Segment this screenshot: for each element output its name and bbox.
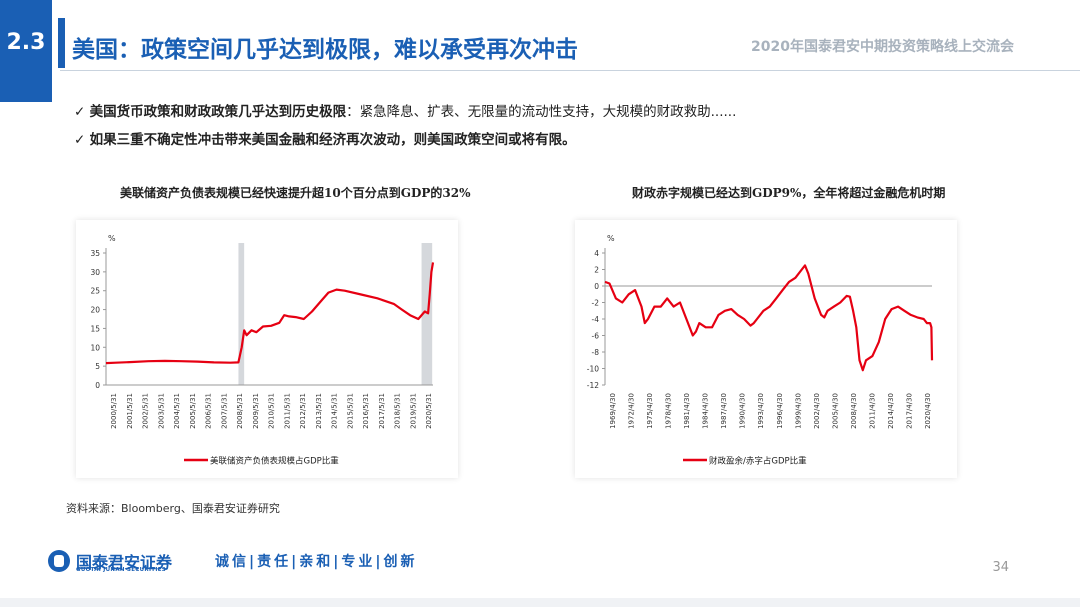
x-tick-label: 2015/5/31 <box>346 393 354 429</box>
x-tick-label: 2007/5/31 <box>220 393 228 429</box>
x-tick-label: 2020/4/30 <box>924 393 932 429</box>
x-tick-label: 2017/5/31 <box>378 393 386 429</box>
x-tick-label: 2018/5/31 <box>394 393 402 429</box>
chart-1-title: 美联储资产负债表规模已经快速提升超10个百分点到GDP的32% <box>120 186 471 200</box>
chart-2-panel: % -12 -10 -8 -6 -4 -2 0 2 4 1969/4/30 1972/4/30 1975… <box>575 220 957 478</box>
x-tick-label: 2008/4/30 <box>850 393 858 429</box>
source-note: 资料来源：Bloomberg、国泰君安证券研究 <box>66 502 280 515</box>
x-tick-label: 2001/5/31 <box>126 393 134 429</box>
chart-2-svg: % -12 -10 -8 -6 -4 -2 0 2 4 1969/4/30 1972/4/30 1975… <box>587 234 934 467</box>
series-line <box>604 264 934 372</box>
x-tick-label: 2013/5/31 <box>315 393 323 429</box>
y-tick-label: 30 <box>90 268 100 277</box>
x-tick-label: 2005/4/30 <box>831 393 839 429</box>
y-tick-label: 0 <box>95 381 100 390</box>
y-tick-label: -2 <box>592 299 600 308</box>
x-tick-label: 2014/5/31 <box>331 393 339 429</box>
x-tick-label: 2006/5/31 <box>205 393 213 429</box>
title-accent-bar <box>58 18 65 68</box>
x-tick-label: 1984/4/30 <box>702 393 710 429</box>
x-tick-label: 2012/5/31 <box>299 393 307 429</box>
brand-logo-inner <box>54 555 64 567</box>
y-tick-label: 2 <box>594 266 599 275</box>
x-tick-label: 2020/5/31 <box>425 393 433 429</box>
recession-shade <box>421 243 433 385</box>
x-tick-label: 2017/4/30 <box>905 393 913 429</box>
x-tick-label: 1978/4/30 <box>665 393 673 429</box>
x-tick-label: 1969/4/30 <box>609 393 617 429</box>
y-tick-label: -12 <box>587 381 599 390</box>
brand-name-en: GUOTAI JUNAN SECURITIES <box>76 567 167 573</box>
x-tick-label: 1999/4/30 <box>794 393 802 429</box>
x-tick-label: 1987/4/30 <box>720 393 728 429</box>
y-tick-label: 25 <box>90 287 100 296</box>
brand-name: 国泰君安证券 <box>76 553 173 572</box>
y-tick-label: -4 <box>592 315 600 324</box>
y-tick-label: 4 <box>594 249 599 258</box>
x-tick-label: 2016/5/31 <box>362 393 370 429</box>
bullet-2: ✓ 如果三重不确定性冲击带来美国金融和经济再次波动，则美国政策空间或将有限。 <box>74 128 576 148</box>
x-tick-label: 1996/4/30 <box>776 393 784 429</box>
x-tick-label: 1993/4/30 <box>757 393 765 429</box>
y-unit-label: % <box>108 234 116 243</box>
x-tick-label: 1975/4/30 <box>646 393 654 429</box>
bullet-1: ✓ 美国货币政策和财政政策几乎达到历史极限：紧急降息、扩表、无限量的流动性支持，… <box>74 100 736 120</box>
y-tick-label: 15 <box>90 324 100 333</box>
chart-1-svg: % 0 5 10 15 20 25 30 35 2000/5/31 2001/5/31 2002/5/… <box>90 234 435 467</box>
x-tick-label: 2002/4/30 <box>813 393 821 429</box>
x-tick-label: 2014/4/30 <box>887 393 895 429</box>
y-tick-label: 35 <box>90 249 100 258</box>
footer-strip <box>0 598 1080 607</box>
x-tick-label: 1972/4/30 <box>628 393 636 429</box>
x-tick-label: 2011/4/30 <box>868 393 876 429</box>
legend-label: 美联储资产负债表规模占GDP比重 <box>210 456 339 467</box>
chart-1-panel: % 0 5 10 15 20 25 30 35 2000/5/31 2001/5/31 2002/5/… <box>76 220 458 478</box>
series-line <box>105 262 435 365</box>
event-name: 2020年国泰君安中期投资策略线上交流会 <box>751 39 1014 55</box>
x-tick-label: 2019/5/31 <box>409 393 417 429</box>
check-icon: ✓ <box>74 104 86 120</box>
x-tick-label: 2010/5/31 <box>268 393 276 429</box>
company-motto: 诚信|责任|亲和|专业|创新 <box>215 554 418 570</box>
section-badge <box>0 0 52 102</box>
x-tick-label: 1990/4/30 <box>739 393 747 429</box>
x-tick-label: 2009/5/31 <box>252 393 260 429</box>
y-tick-label: 10 <box>90 343 100 352</box>
bullet-2-bold: 如果三重不确定性冲击带来美国金融和经济再次波动，则美国政策空间或将有限。 <box>89 132 576 148</box>
recession-shade <box>238 243 245 385</box>
section-number: 2.3 <box>6 30 46 55</box>
y-tick-label: -6 <box>592 332 600 341</box>
y-unit-label: % <box>607 234 615 243</box>
y-tick-label: -8 <box>592 348 600 357</box>
chart-2-title: 财政赤字规模已经达到GDP9%，全年将超过金融危机时期 <box>632 186 946 200</box>
y-tick-label: 20 <box>90 306 100 315</box>
x-tick-label: 2011/5/31 <box>283 393 291 429</box>
page-title: 美国：政策空间几乎达到极限，难以承受再次冲击 <box>72 37 578 63</box>
bullet-1-bold: 美国货币政策和财政政策几乎达到历史极限 <box>89 104 347 120</box>
x-tick-label: 1981/4/30 <box>683 393 691 429</box>
x-tick-label: 2008/5/31 <box>236 393 244 429</box>
y-tick-label: 5 <box>95 362 100 371</box>
page-number: 34 <box>992 560 1009 575</box>
header-divider <box>60 70 1080 71</box>
x-tick-label: 2003/5/31 <box>157 393 165 429</box>
check-icon: ✓ <box>74 132 86 148</box>
x-tick-label: 2002/5/31 <box>142 393 150 429</box>
legend-label: 财政盈余/赤字占GDP比重 <box>709 456 807 467</box>
x-tick-label: 2000/5/31 <box>110 393 118 429</box>
y-tick-label: 0 <box>594 282 599 291</box>
y-tick-label: -10 <box>587 365 599 374</box>
x-tick-label: 2005/5/31 <box>189 393 197 429</box>
bullet-1-rest: ：紧急降息、扩表、无限量的流动性支持，大规模的财政救助...... <box>346 104 737 120</box>
x-tick-label: 2004/5/31 <box>173 393 181 429</box>
